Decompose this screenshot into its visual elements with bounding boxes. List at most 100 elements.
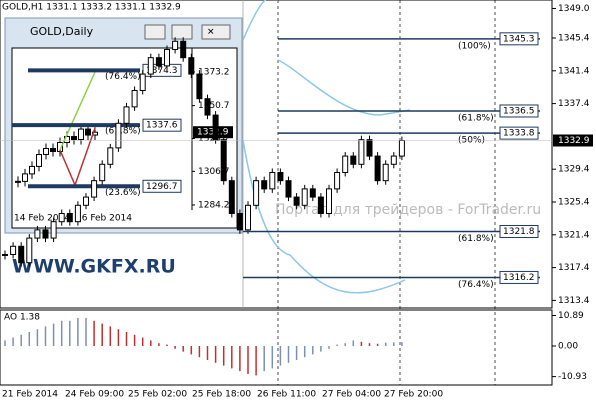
close-button[interactable] xyxy=(201,24,231,40)
candle xyxy=(91,180,98,198)
time-label: 25 Feb 02:00 xyxy=(128,390,187,400)
brand: WWW.GKFX.RU xyxy=(12,256,176,278)
level-price: 1316.2 xyxy=(503,273,535,283)
candle xyxy=(285,180,292,198)
level-box xyxy=(499,126,539,140)
candle xyxy=(301,188,308,206)
inset-title: GOLD,Daily xyxy=(30,25,94,38)
candle xyxy=(83,196,89,206)
fib-percent: (76.4%) xyxy=(458,280,494,290)
candle xyxy=(115,122,122,149)
price-label: 1313.4 xyxy=(558,296,590,306)
candle xyxy=(269,171,276,190)
level-price: 1321.8 xyxy=(503,227,535,237)
candle xyxy=(85,128,91,136)
candle xyxy=(326,188,332,214)
level-price: 1336.5 xyxy=(503,106,535,116)
candle xyxy=(374,155,381,182)
price-label: 1341.4 xyxy=(558,66,590,76)
candle xyxy=(139,73,146,91)
fib-percent: (76.4%) xyxy=(105,72,141,82)
candle xyxy=(26,237,33,264)
level-box xyxy=(499,104,539,118)
candle xyxy=(2,253,8,256)
candle xyxy=(196,73,203,100)
candle xyxy=(58,212,65,223)
fib-percent: (61.8%) xyxy=(458,234,494,244)
candle xyxy=(228,180,235,214)
ao-tick-label: 0.00 xyxy=(558,342,578,352)
candle xyxy=(71,136,77,141)
candle xyxy=(147,57,154,75)
time-label: 27 Feb 04:00 xyxy=(322,390,381,400)
fib-percent: (23.6%) xyxy=(105,188,141,198)
candle xyxy=(212,114,219,141)
candle xyxy=(107,147,114,165)
candle xyxy=(50,147,56,152)
candle xyxy=(358,139,365,165)
candle xyxy=(43,147,49,155)
candle xyxy=(15,180,21,183)
current-price: 1332.9 xyxy=(558,136,590,146)
candle xyxy=(309,188,316,198)
candle xyxy=(180,40,187,59)
candle xyxy=(342,155,349,173)
candle xyxy=(99,163,106,182)
candle xyxy=(34,229,41,239)
zigzag-up xyxy=(59,71,96,151)
level-box xyxy=(499,225,539,239)
candle xyxy=(50,221,57,239)
candle xyxy=(10,245,17,255)
candle xyxy=(66,212,73,223)
candle xyxy=(18,245,25,264)
candle xyxy=(172,40,179,50)
candle xyxy=(253,180,260,206)
candle xyxy=(155,57,162,67)
level-price: 1345.3 xyxy=(503,34,535,44)
ao-tick-label: 10.89 xyxy=(558,311,584,321)
candle xyxy=(74,204,81,223)
price-label: 1325.4 xyxy=(558,198,590,208)
price-label: 1349.0 xyxy=(558,4,590,14)
inset-price-label: 1350.7 xyxy=(198,101,230,111)
level-price: 1337.6 xyxy=(146,121,178,131)
price-label: 1317.4 xyxy=(558,263,590,273)
candle xyxy=(188,57,195,75)
chart-header: GOLD,H1 1331.1 1333.2 1331.1 1332.9 xyxy=(2,3,181,13)
inset-time-label: 26 Feb 2014 xyxy=(76,214,132,224)
inset-window: GOLD,Daily ✕ 1373.21350.71328.71306.7128… xyxy=(4,17,243,234)
time-label: 24 Feb 09:00 xyxy=(65,390,124,400)
level-box xyxy=(499,32,539,46)
candle xyxy=(220,139,227,182)
candle xyxy=(22,173,28,182)
candle xyxy=(350,155,357,165)
ao-pane xyxy=(0,309,553,386)
candle xyxy=(78,128,84,141)
fib-percent: (61.8%) xyxy=(105,127,141,137)
inset-price-label: 1284.2 xyxy=(198,200,230,210)
candle xyxy=(123,106,130,124)
candle xyxy=(390,155,397,165)
level-price: 1374.3 xyxy=(146,66,178,76)
candle xyxy=(164,48,170,67)
current-price-box xyxy=(553,134,593,147)
time-label: 26 Feb 11:00 xyxy=(257,390,316,400)
candle xyxy=(277,171,284,182)
level-price: 1333.8 xyxy=(503,129,535,139)
candle xyxy=(366,139,373,157)
candle xyxy=(317,196,324,214)
price-label: 1337.4 xyxy=(558,99,590,109)
price-label: 1345.4 xyxy=(558,34,590,44)
candle xyxy=(398,140,405,157)
level-box xyxy=(499,270,539,284)
minimize-button[interactable] xyxy=(144,24,166,40)
level-box xyxy=(142,179,182,193)
time-label: 27 Feb 20:00 xyxy=(384,390,443,400)
inset-price-label: 1373.2 xyxy=(198,68,230,78)
level-price: 1296.7 xyxy=(146,182,178,192)
price-label: 1329.4 xyxy=(558,165,590,175)
candle xyxy=(261,180,268,190)
inset-price-label: 1306.7 xyxy=(198,167,230,177)
maximize-button[interactable] xyxy=(171,24,193,40)
